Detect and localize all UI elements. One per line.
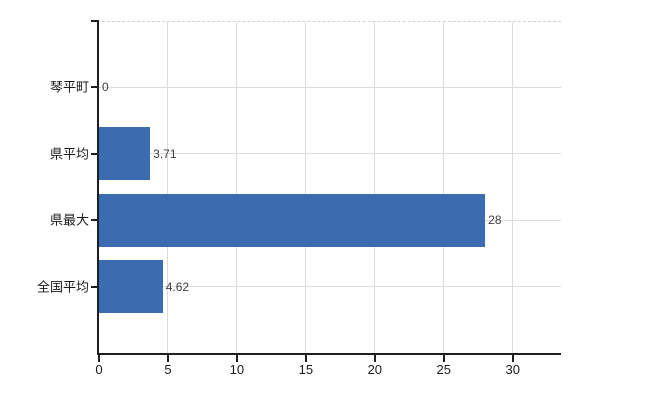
bar [99, 193, 486, 247]
x-axis-tick [235, 355, 238, 362]
y-axis-tick [91, 152, 99, 155]
x-axis-tick-label: 5 [164, 362, 172, 377]
category-label: 全国平均 [36, 279, 89, 295]
category-label: 琴平町 [49, 79, 89, 95]
x-axis-tick-label: 20 [367, 362, 383, 377]
vertical-gridline [305, 22, 307, 353]
category-label: 県最大 [49, 212, 89, 228]
x-axis-tick-label: 10 [229, 362, 245, 377]
vertical-gridline [236, 22, 238, 353]
vertical-gridline [443, 22, 445, 353]
x-axis-tick-label: 15 [298, 362, 314, 377]
x-axis-tick-label: 0 [95, 362, 103, 377]
x-axis-tick [373, 355, 376, 362]
bar-value-label: 0 [102, 80, 109, 95]
y-axis-tick [91, 219, 99, 222]
bar-value-label: 4.62 [165, 279, 190, 294]
plot-area [97, 21, 561, 355]
bar-value-label: 28 [488, 213, 502, 228]
vertical-gridline [374, 22, 376, 353]
bar [99, 127, 151, 181]
y-axis-top-tick [91, 20, 99, 22]
bar [99, 260, 163, 314]
vertical-gridline [167, 22, 169, 353]
y-axis-tick [91, 285, 99, 288]
x-axis-tick [166, 355, 169, 362]
category-label: 県平均 [49, 146, 89, 162]
x-axis-tick-label: 30 [505, 362, 520, 377]
x-axis-tick [511, 355, 514, 362]
bar-value-label: 3.71 [153, 146, 177, 161]
horizontal-gridline [99, 286, 561, 288]
x-axis-tick [304, 355, 307, 362]
vertical-gridline [512, 22, 514, 353]
x-axis-tick [442, 355, 445, 362]
horizontal-gridline [99, 153, 561, 155]
x-axis-tick-label: 25 [436, 362, 451, 377]
x-axis-tick [98, 355, 100, 362]
horizontal-gridline [99, 86, 561, 88]
y-axis-tick [91, 86, 99, 89]
